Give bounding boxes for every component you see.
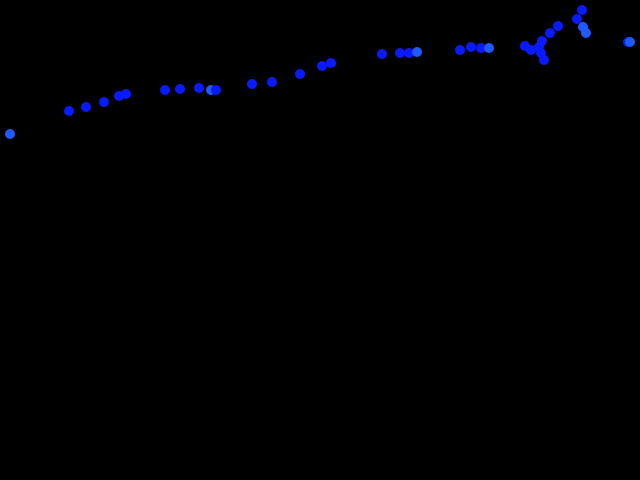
trail-dot [175,84,185,94]
trail-dot [377,49,387,59]
trail-dot [545,28,555,38]
trail-dot [526,45,536,55]
trail-dot [476,43,486,53]
trail-dot [395,48,405,58]
trail-dot [81,102,91,112]
trail-dot [247,79,257,89]
trail-dot [317,61,327,71]
trail-dot [581,28,591,38]
trail-dot [572,14,582,24]
trail-dot [484,43,494,53]
trail-dot [211,85,221,95]
trail-dot [194,83,204,93]
trail-dot [455,45,465,55]
trail-dot [404,48,414,58]
dot-trail [5,5,635,139]
trail-dot [64,106,74,116]
trail-dot [5,129,15,139]
trail-dot [625,37,635,47]
trail-dot [577,5,587,15]
trail-dot [267,77,277,87]
trail-dot [537,36,547,46]
trail-dot [160,85,170,95]
trail-dot [539,55,549,65]
trail-dot [466,42,476,52]
trail-dot [295,69,305,79]
trail-dot [99,97,109,107]
trail-dot [121,89,131,99]
trail-dot [326,58,336,68]
trail-dot [412,47,422,57]
trail-dot [553,21,563,31]
